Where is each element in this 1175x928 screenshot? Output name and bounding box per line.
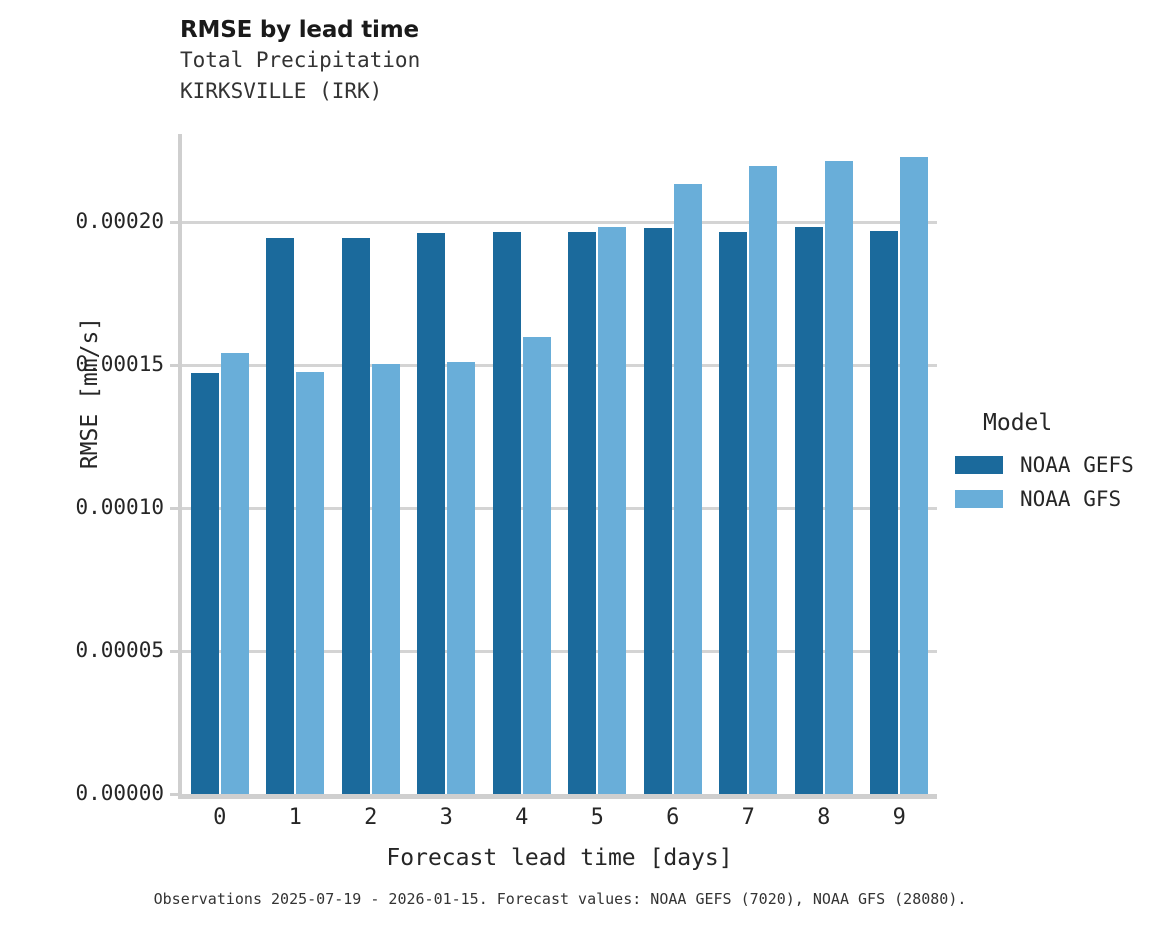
bar — [900, 156, 929, 794]
legend-label: NOAA GEFS — [1020, 452, 1134, 477]
legend: Model NOAA GEFS NOAA GFS — [955, 408, 1170, 518]
bar — [220, 353, 249, 794]
gridline — [182, 220, 937, 224]
x-axis-tick-label: 2 — [364, 805, 378, 830]
y-axis-title: RMSE [mm/s] — [77, 316, 103, 470]
y-axis-tick — [170, 793, 179, 796]
x-axis-tick-label: 7 — [741, 805, 755, 830]
bar — [190, 372, 219, 794]
x-axis-tick-label: 6 — [666, 805, 680, 830]
y-axis-tick-label: 0.00000 — [75, 781, 164, 805]
y-axis-tick — [170, 363, 179, 367]
bar — [673, 184, 702, 794]
x-axis-tick-labels: 0 1 2 3 4 5 6 7 8 9 — [182, 805, 937, 835]
legend-label: NOAA GFS — [1020, 486, 1122, 511]
legend-swatch — [955, 490, 1003, 508]
legend-title: Model — [983, 410, 1053, 436]
legend-swatch — [955, 456, 1003, 474]
title-block: RMSE by lead time Total Precipitation KI… — [180, 16, 880, 107]
gridline — [182, 506, 937, 510]
legend-entries: NOAA GEFS NOAA GFS — [955, 450, 1170, 514]
legend-entry[interactable]: NOAA GEFS — [955, 450, 1170, 480]
bar — [824, 161, 853, 794]
y-axis-tick — [170, 220, 179, 224]
chart-subtitle-variable: Total Precipitation — [180, 48, 421, 72]
y-axis-tick-label: 0.00005 — [75, 637, 164, 662]
y-axis-tick-label: 0.00010 — [75, 494, 164, 519]
bar — [341, 238, 370, 794]
bar — [492, 232, 521, 794]
x-axis-tick-label: 3 — [439, 805, 453, 830]
y-axis-tick-label: 0.00020 — [75, 208, 164, 233]
bar — [568, 232, 597, 794]
bar — [447, 362, 476, 794]
x-axis-tick-label: 4 — [515, 805, 529, 830]
bar — [719, 231, 748, 794]
gridline — [182, 649, 937, 653]
y-axis-tick — [170, 506, 179, 510]
legend-entry[interactable]: NOAA GFS — [955, 484, 1170, 514]
bar — [371, 363, 400, 794]
y-axis-tick-label: 0.00015 — [75, 351, 164, 376]
plot-panel: 0.00000 0.00005 0.00010 0.00015 0.00020 — [75, 134, 937, 804]
x-axis-spine — [178, 794, 937, 799]
x-axis-tick-label: 0 — [213, 805, 227, 830]
x-axis-tick-label: 5 — [590, 805, 604, 830]
bar — [643, 227, 672, 794]
bar — [266, 237, 295, 794]
bar — [522, 336, 551, 794]
bar — [870, 231, 899, 794]
y-axis-tick-labels: 0.00000 0.00005 0.00010 0.00015 0.00020 — [4, 136, 164, 803]
x-axis-title: Forecast lead time [days] — [386, 845, 733, 871]
y-axis-spine — [178, 134, 182, 794]
bar — [749, 166, 778, 794]
x-axis-tick-label: 1 — [288, 805, 302, 830]
chart-title: RMSE by lead time — [180, 17, 419, 43]
bar — [598, 227, 627, 794]
plot-area — [170, 136, 937, 796]
chart-subtitle-station: KIRKSVILLE (IRK) — [180, 79, 383, 103]
bar — [794, 227, 823, 794]
bar — [296, 372, 325, 794]
x-axis-tick-label: 8 — [817, 805, 831, 830]
gridline — [182, 363, 937, 367]
x-axis-tick-label: 9 — [892, 805, 906, 830]
bar — [417, 232, 446, 794]
y-axis-tick — [170, 649, 179, 653]
figure-caption: Observations 2025-07-19 - 2026-01-15. Fo… — [153, 890, 967, 908]
